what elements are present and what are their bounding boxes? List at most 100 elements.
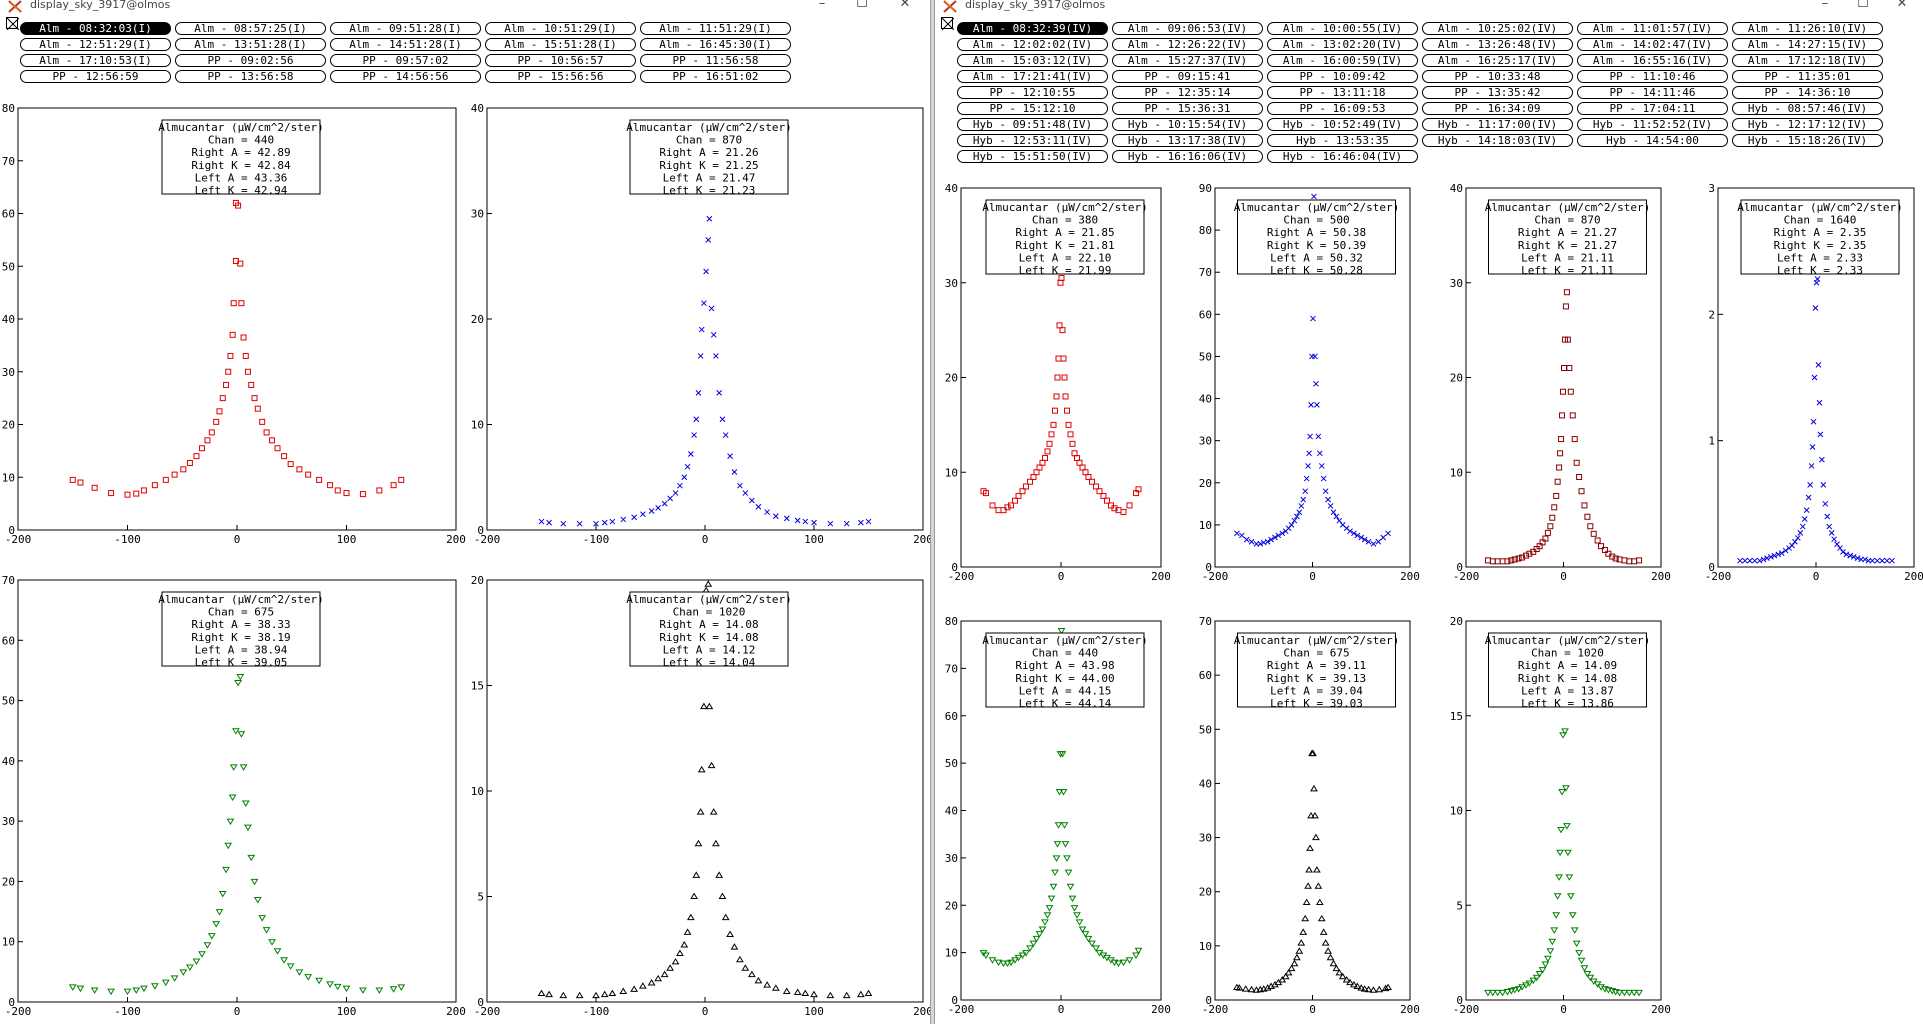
dataset-button[interactable]: Alm - 11:51:29(I) — [640, 22, 791, 35]
dataset-button[interactable]: Hyb - 15:51:50(IV) — [957, 150, 1108, 163]
dataset-button[interactable]: Alm - 12:51:29(I) — [20, 38, 171, 51]
dataset-button[interactable]: Alm - 14:27:15(IV) — [1732, 38, 1883, 51]
data-point — [1011, 957, 1019, 964]
dataset-button[interactable]: PP - 10:09:42 — [1267, 70, 1418, 83]
dataset-button[interactable]: Hyb - 16:46:04(IV) — [1267, 150, 1418, 163]
dataset-button[interactable]: Alm - 09:06:53(IV) — [1112, 22, 1263, 35]
dataset-button[interactable]: Hyb - 15:18:26(IV) — [1732, 134, 1883, 147]
dataset-button[interactable]: PP - 16:34:09 — [1422, 102, 1573, 115]
legend-line: Almucantar (µW/cm^2/ster) — [1737, 201, 1903, 214]
data-point — [1032, 935, 1041, 943]
dataset-button[interactable]: PP - 15:36:31 — [1112, 102, 1263, 115]
dataset-button[interactable]: Alm - 10:25:02(IV) — [1422, 22, 1573, 35]
dataset-button[interactable]: PP - 11:56:58 — [640, 54, 791, 67]
dataset-button[interactable]: Alm - 17:10:53(I) — [20, 54, 171, 67]
close-window-icon[interactable]: ✕ — [1896, 0, 1908, 11]
data-point — [1313, 380, 1319, 387]
close-box-icon[interactable] — [941, 17, 954, 30]
dataset-button[interactable]: PP - 14:36:10 — [1732, 86, 1883, 99]
y-tick-label: 0 — [8, 996, 15, 1009]
dataset-button[interactable]: PP - 13:35:42 — [1422, 86, 1573, 99]
dataset-button[interactable]: Hyb - 16:16:06(IV) — [1112, 150, 1263, 163]
dataset-button[interactable]: Alm - 15:27:37(IV) — [1112, 54, 1263, 67]
dataset-button[interactable]: Alm - 14:51:28(I) — [330, 38, 481, 51]
data-point — [1484, 557, 1491, 564]
dataset-button[interactable]: Hyb - 13:53:35 — [1267, 134, 1418, 147]
dataset-button[interactable]: Hyb - 11:52:52(IV) — [1577, 118, 1728, 131]
dataset-button[interactable]: PP - 14:56:56 — [330, 70, 481, 83]
dataset-button[interactable]: Alm - 16:00:59(IV) — [1267, 54, 1418, 67]
data-point — [216, 408, 223, 415]
minimize-icon[interactable]: – — [1821, 0, 1829, 11]
dataset-button[interactable]: PP - 14:11:46 — [1577, 86, 1728, 99]
data-point — [333, 983, 342, 991]
dataset-button[interactable]: Alm - 12:02:02(IV) — [957, 38, 1108, 51]
dataset-button[interactable]: Hyb - 13:17:38(IV) — [1112, 134, 1263, 147]
dataset-button[interactable]: PP - 15:56:56 — [485, 70, 636, 83]
dataset-button[interactable]: Alm - 17:12:18(IV) — [1732, 54, 1883, 67]
dataset-button[interactable]: Alm - 13:02:20(IV) — [1267, 38, 1418, 51]
dataset-button[interactable]: Hyb - 10:15:54(IV) — [1112, 118, 1263, 131]
close-box-icon[interactable] — [6, 17, 19, 30]
dataset-button[interactable]: Hyb - 11:17:00(IV) — [1422, 118, 1573, 131]
y-tick-label: 0 — [477, 996, 484, 1009]
dataset-button[interactable]: PP - 12:56:59 — [20, 70, 171, 83]
dataset-button[interactable]: Alm - 17:21:41(IV) — [957, 70, 1108, 83]
dataset-button[interactable]: PP - 16:51:02 — [640, 70, 791, 83]
dataset-button[interactable]: Alm - 10:51:29(I) — [485, 22, 636, 35]
dataset-button[interactable]: Alm - 16:55:16(IV) — [1577, 54, 1728, 67]
dataset-button[interactable]: Hyb - 10:52:49(IV) — [1267, 118, 1418, 131]
data-point — [204, 437, 211, 444]
dataset-button[interactable]: PP - 13:11:18 — [1267, 86, 1418, 99]
dataset-button[interactable]: PP - 09:15:41 — [1112, 70, 1263, 83]
data-point — [1308, 402, 1314, 408]
data-point — [1054, 374, 1061, 381]
dataset-button[interactable]: PP - 09:02:56 — [175, 54, 326, 67]
dataset-button[interactable]: Alm - 13:26:48(IV) — [1422, 38, 1573, 51]
dataset-button[interactable]: Alm - 11:01:57(IV) — [1577, 22, 1728, 35]
data-point — [1515, 555, 1522, 562]
data-point — [661, 500, 668, 507]
dataset-button[interactable]: PP - 10:56:57 — [485, 54, 636, 67]
dataset-button[interactable]: PP - 09:57:02 — [330, 54, 481, 67]
dataset-button[interactable]: PP - 11:35:01 — [1732, 70, 1883, 83]
dataset-button[interactable]: Hyb - 12:17:12(IV) — [1732, 118, 1883, 131]
data-point — [1029, 940, 1038, 948]
dataset-button[interactable]: Alm - 08:57:25(I) — [175, 22, 326, 35]
dataset-button[interactable]: Alm - 12:26:22(IV) — [1112, 38, 1263, 51]
y-tick-label: 70 — [945, 662, 958, 675]
dataset-button[interactable]: Hyb - 14:18:03(IV) — [1422, 134, 1573, 147]
dataset-button[interactable]: Alm - 10:00:55(IV) — [1267, 22, 1418, 35]
dataset-button[interactable]: Alm - 14:02:47(IV) — [1577, 38, 1728, 51]
maximize-icon[interactable]: ☐ — [856, 0, 868, 11]
dataset-button[interactable]: Hyb - 09:51:48(IV) — [957, 118, 1108, 131]
dataset-button[interactable]: Alm - 08:32:03(I) — [20, 22, 171, 35]
right-titlebar[interactable]: display_sky_3917@olmos – ☐ ✕ — [935, 0, 1923, 13]
data-point — [1503, 988, 1512, 996]
dataset-button[interactable]: Alm - 16:25:17(IV) — [1422, 54, 1573, 67]
dataset-button[interactable]: Hyb - 08:57:46(IV) — [1732, 102, 1883, 115]
dataset-button[interactable]: Alm - 16:45:30(I) — [640, 38, 791, 51]
dataset-button[interactable]: Hyb - 12:53:11(IV) — [957, 134, 1108, 147]
dataset-button[interactable]: Alm - 08:32:39(IV) — [957, 22, 1108, 35]
dataset-button[interactable]: PP - 17:04:11 — [1577, 102, 1728, 115]
dataset-button[interactable]: Alm - 09:51:28(I) — [330, 22, 481, 35]
dataset-button[interactable]: PP - 16:09:53 — [1267, 102, 1418, 115]
dataset-button[interactable]: PP - 11:10:46 — [1577, 70, 1728, 83]
left-titlebar[interactable]: display_sky_3917@olmos – ☐ ✕ — [0, 0, 930, 13]
dataset-button[interactable]: Alm - 15:51:28(I) — [485, 38, 636, 51]
dataset-button[interactable]: PP - 12:35:14 — [1112, 86, 1263, 99]
dataset-button[interactable]: PP - 15:12:10 — [957, 102, 1108, 115]
close-window-icon[interactable]: ✕ — [899, 0, 911, 11]
dataset-button[interactable]: Hyb - 14:54:00 — [1577, 134, 1728, 147]
dataset-button[interactable]: PP - 10:33:48 — [1422, 70, 1573, 83]
data-point — [1324, 947, 1332, 954]
data-point — [1526, 550, 1533, 557]
dataset-button[interactable]: Alm - 13:51:28(I) — [175, 38, 326, 51]
maximize-icon[interactable]: ☐ — [1857, 0, 1869, 11]
dataset-button[interactable]: PP - 12:10:55 — [957, 86, 1108, 99]
minimize-icon[interactable]: – — [818, 0, 826, 11]
dataset-button[interactable]: PP - 13:56:58 — [175, 70, 326, 83]
dataset-button[interactable]: Alm - 15:03:12(IV) — [957, 54, 1108, 67]
dataset-button[interactable]: Alm - 11:26:10(IV) — [1732, 22, 1883, 35]
